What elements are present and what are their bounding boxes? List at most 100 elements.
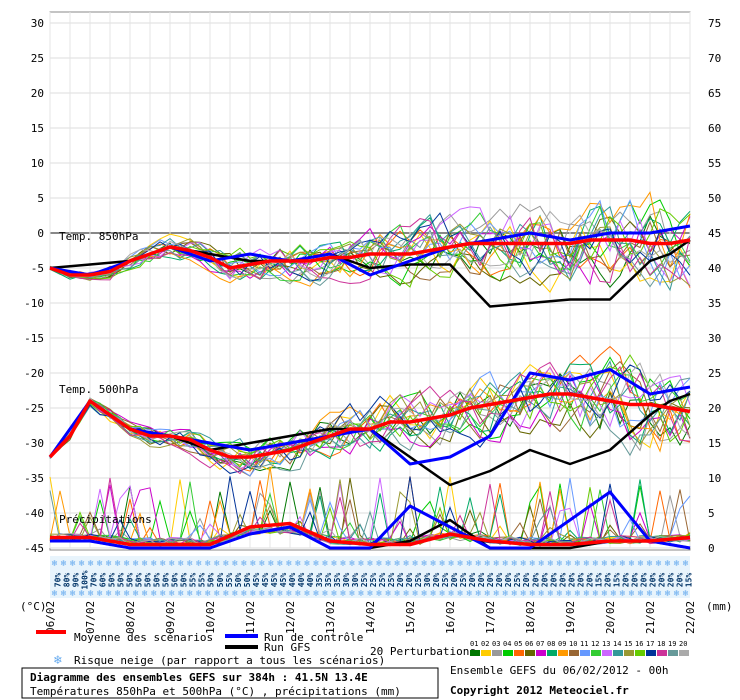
right-tick-label: 20	[708, 402, 721, 415]
right-tick-label: 65	[708, 87, 721, 100]
left-tick-label: 20	[31, 87, 44, 100]
date-label: 08/02	[124, 601, 137, 634]
snow-risk-value: 20%	[531, 573, 540, 588]
snowflake-icon: ❄	[232, 589, 238, 599]
date-label: 10/02	[204, 601, 217, 634]
snowflake-icon: ❄	[575, 559, 581, 569]
perturbation-id: 03	[492, 640, 500, 648]
right-tick-label: 45	[708, 227, 721, 240]
snowflake-icon: ❄	[385, 559, 391, 569]
snowflake-icon: ❄	[70, 589, 76, 599]
date-label: 16/02	[444, 601, 457, 634]
perturbation-id: 07	[536, 640, 544, 648]
right-tick-label: 30	[708, 332, 721, 345]
snowflake-icon: ❄	[214, 559, 220, 569]
snowflake-icon: ❄	[620, 589, 626, 599]
label-t500: Temp. 500hPa	[59, 383, 138, 396]
snowflake-icon: ❄	[376, 559, 382, 569]
snowflake-icon: ❄	[629, 589, 635, 599]
date-label: 20/02	[604, 601, 617, 634]
snowflake-icon: ❄	[277, 559, 283, 569]
perturbation-swatch	[624, 650, 634, 656]
left-tick-label: -15	[24, 332, 44, 345]
legend-mean-label: Moyenne des scénarios	[74, 631, 213, 644]
right-tick-label: 5	[708, 507, 715, 520]
snow-risk-value: 20%	[621, 573, 630, 588]
snowflake-icon: ❄	[512, 559, 518, 569]
snow-risk-value: 50%	[216, 573, 225, 588]
snow-risk-value: 55%	[189, 573, 198, 588]
snowflake-icon: ❄	[97, 559, 103, 569]
date-label: 22/02	[684, 601, 697, 634]
perturbation-swatch	[536, 650, 546, 656]
left-tick-label: -10	[24, 297, 44, 310]
snowflake-icon: ❄	[439, 589, 445, 599]
snow-risk-value: 15%	[612, 573, 621, 588]
perturbation-id: 16	[635, 640, 643, 648]
snowflake-icon: ❄	[503, 589, 509, 599]
snowflake-icon: ❄	[52, 559, 58, 569]
snow-risk-value: 50%	[171, 573, 180, 588]
perturbation-swatch	[635, 650, 645, 656]
perturbation-id: 14	[613, 640, 621, 648]
snowflake-icon: ❄	[611, 589, 617, 599]
snow-risk-value: 20%	[585, 573, 594, 588]
snow-risk-value: 30%	[342, 573, 351, 588]
snowflake-icon: ❄	[484, 559, 490, 569]
snowflake-icon: ❄	[232, 559, 238, 569]
legend-perturbations-label: 20 Perturbations	[370, 645, 476, 658]
snow-risk-value: 45%	[252, 573, 261, 588]
perturbation-id: 06	[525, 640, 533, 648]
perturbation-id: 15	[624, 640, 632, 648]
perturbation-line	[49, 371, 691, 466]
snowflake-icon: ❄	[358, 589, 364, 599]
snowflake-icon: ❄	[584, 589, 590, 599]
snowflake-icon: ❄	[656, 559, 662, 569]
snow-risk-value: 50%	[135, 573, 144, 588]
run-info: Ensemble GEFS du 06/02/2012 - 00h	[450, 664, 669, 677]
snowflake-icon: ❄	[142, 589, 148, 599]
left-tick-label: -30	[24, 437, 44, 450]
snow-risk-value: 70%	[54, 573, 63, 588]
mean-run-line	[48, 392, 691, 459]
snowflake-icon: ❄	[124, 559, 130, 569]
snowflake-icon: ❄	[448, 559, 454, 569]
snowflake-icon: ❄	[530, 589, 536, 599]
snowflake-icon: ❄	[593, 559, 599, 569]
right-tick-label: 25	[708, 367, 721, 380]
perturbation-swatch	[591, 650, 601, 656]
snowflake-icon: ❄	[223, 589, 229, 599]
snowflake-icon: ❄	[629, 559, 635, 569]
snow-risk-value: 70%	[90, 573, 99, 588]
snowflake-icon: ❄	[214, 589, 220, 599]
snowflake-icon: ❄	[205, 589, 211, 599]
left-tick-label: 25	[31, 52, 44, 65]
snowflake-icon: ❄	[322, 559, 328, 569]
perturbation-id: 11	[580, 640, 588, 648]
snowflake-icon: ❄	[286, 559, 292, 569]
perturbation-swatch	[503, 650, 513, 656]
snowflake-icon: ❄	[683, 589, 689, 599]
snow-risk-value: 55%	[225, 573, 234, 588]
snow-risk-value: 20%	[603, 573, 612, 588]
snow-risk-value: 30%	[423, 573, 432, 588]
snow-risk-value: 45%	[270, 573, 279, 588]
snowflake-icon: ❄	[421, 559, 427, 569]
snowflake-icon: ❄	[430, 589, 436, 599]
snowflake-icon: ❄	[196, 559, 202, 569]
snowflake-icon: ❄	[412, 559, 418, 569]
snowflake-icon: ❄	[53, 653, 62, 668]
snowflake-icon: ❄	[683, 559, 689, 569]
snow-risk-value: 20%	[558, 573, 567, 588]
snowflake-icon: ❄	[169, 589, 175, 599]
perturbation-id: 09	[558, 640, 566, 648]
snowflake-icon: ❄	[349, 589, 355, 599]
snow-risk-value: 55%	[198, 573, 207, 588]
snowflake-icon: ❄	[358, 559, 364, 569]
perturbation-id: 12	[591, 640, 599, 648]
snow-risk-value: 35%	[315, 573, 324, 588]
snowflake-icon: ❄	[638, 589, 644, 599]
snowflake-icon: ❄	[566, 559, 572, 569]
perturbation-id: 17	[646, 640, 654, 648]
